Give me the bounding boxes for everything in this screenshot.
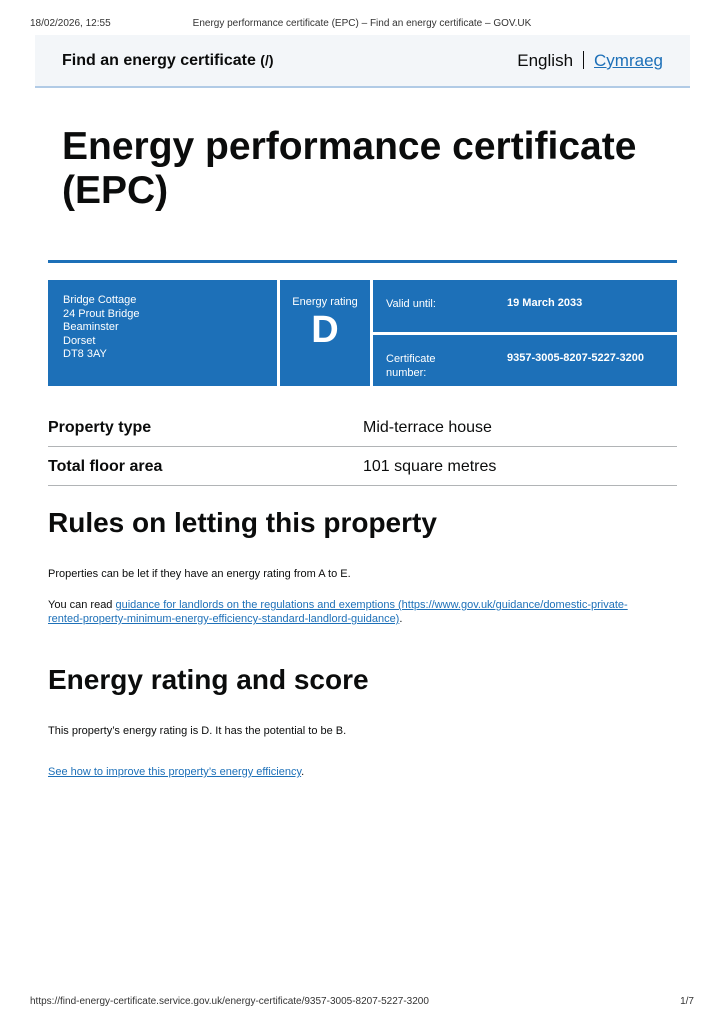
- summary-value: Mid-terrace house: [363, 419, 492, 436]
- address-line: Beaminster: [63, 321, 119, 333]
- lang-english: English: [517, 51, 574, 70]
- letting-heading: Rules on letting this property: [48, 507, 437, 538]
- site-header: Find an energy certificate (/) English Cy…: [35, 35, 690, 88]
- title-divider: [48, 260, 677, 263]
- improve-text: See how to improve this property’s energ…: [48, 765, 658, 779]
- energy-rating-text: This property’s energy rating is D. It h…: [48, 725, 347, 737]
- lang-cymraeg-link[interactable]: Cymraeg: [594, 51, 663, 70]
- improve-efficiency-link[interactable]: See how to improve this property’s energ…: [48, 766, 302, 778]
- certificate-number-value: 9357-3005-8207-5227-3200: [507, 352, 645, 364]
- energy-rating-heading: Energy rating and score: [48, 664, 369, 695]
- property-summary-list: Property type Mid-terrace house Total fl…: [48, 408, 677, 486]
- print-url: https://find-energy-certificate.service.…: [30, 996, 429, 1007]
- service-name-text: Find an energy certificate: [62, 52, 256, 69]
- valid-until-label: Valid until:: [386, 298, 436, 310]
- address-line: Dorset: [63, 334, 96, 347]
- summary-row-floor-area: Total floor area 101 square metres: [48, 447, 677, 486]
- summary-row-property-type: Property type Mid-terrace house: [48, 408, 677, 447]
- guidance-suffix: .: [399, 613, 403, 625]
- lang-divider: [583, 51, 585, 69]
- print-header: 18/02/2026, 12:55 Energy performance cer…: [30, 18, 694, 29]
- energy-rating-letter: D: [311, 309, 339, 351]
- page-number: 1/7: [680, 996, 694, 1007]
- print-datetime: 18/02/2026, 12:55: [30, 18, 111, 29]
- valid-until-box: Valid until: 19 March 2033: [373, 280, 677, 332]
- summary-value: 101 square metres: [363, 458, 497, 475]
- address-postcode: DT8 3AY: [63, 348, 107, 360]
- address-line: 24 Prout Bridge: [63, 307, 140, 320]
- print-title: Energy performance certificate (EPC) – F…: [192, 18, 532, 29]
- service-name[interactable]: Find an energy certificate (/): [62, 52, 274, 70]
- summary-key: Property type: [48, 419, 152, 436]
- print-footer: https://find-energy-certificate.service.…: [30, 996, 694, 1007]
- energy-rating-box: Energy rating D: [280, 280, 370, 386]
- landlord-guidance-link[interactable]: guidance for landlords on the regulation…: [48, 599, 628, 625]
- language-switcher: English Cymraeg: [517, 51, 663, 71]
- certificate-number-label: Certificate number:: [386, 353, 436, 379]
- valid-until-value: 19 March 2033: [507, 297, 583, 309]
- letting-rule-text: Properties can be let if they have an en…: [48, 568, 351, 580]
- energy-rating-label: Energy rating: [292, 296, 358, 308]
- improve-suffix: .: [301, 766, 305, 778]
- letting-guidance-text: You can read guidance for landlords on t…: [48, 598, 658, 626]
- property-address: Bridge Cottage 24 Prout Bridge Beaminste…: [48, 280, 277, 386]
- address-line: Bridge Cottage: [63, 294, 137, 306]
- epc-summary-panel: Bridge Cottage 24 Prout Bridge Beaminste…: [48, 280, 677, 386]
- service-link-suffix: (/): [260, 52, 274, 68]
- guidance-prefix: You can read: [48, 599, 116, 611]
- summary-key: Total floor area: [48, 458, 163, 475]
- page-title: Energy performance certificate (EPC): [62, 125, 637, 212]
- certificate-number-box: Certificate number: 9357-3005-8207-5227-…: [373, 335, 677, 386]
